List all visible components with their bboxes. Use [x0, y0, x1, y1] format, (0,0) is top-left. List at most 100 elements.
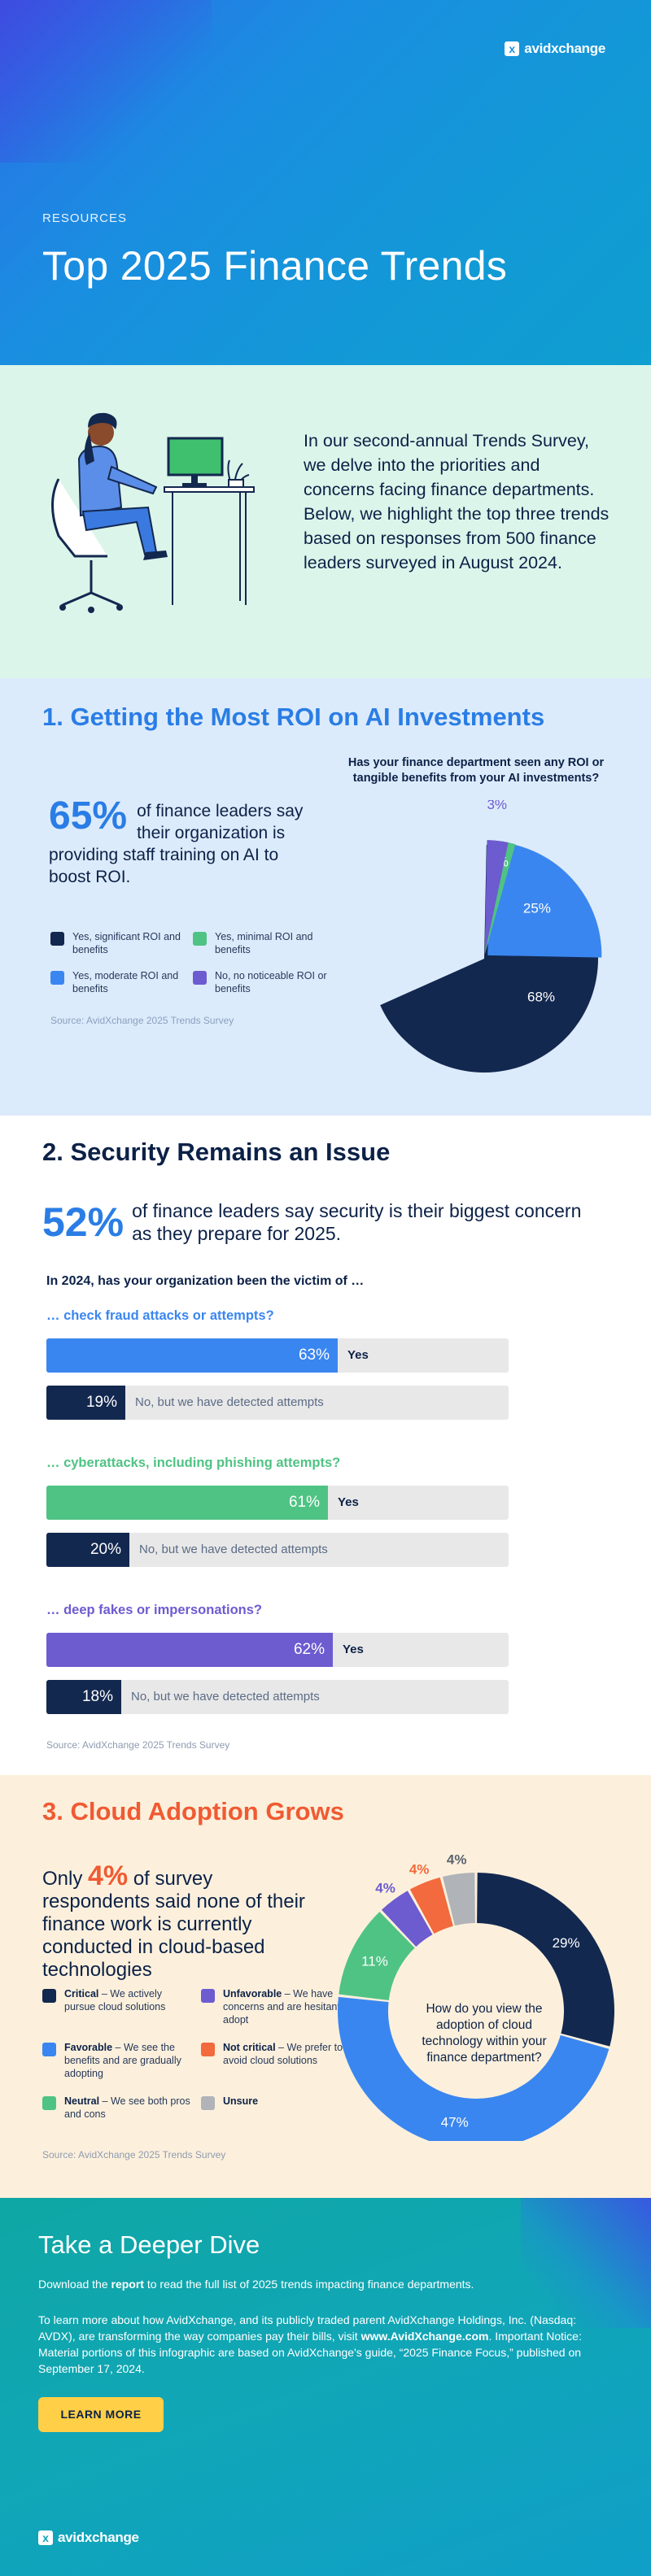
- donut-data-label: 11%: [361, 1953, 388, 1969]
- legend-label: Favorable – We see the benefits and are …: [64, 2041, 193, 2080]
- legend-desc: – We prefer to avoid cloud solutions: [223, 2042, 343, 2066]
- brand-logo[interactable]: x avidxchange: [505, 41, 605, 57]
- donut-slice: [442, 1873, 475, 1926]
- security-question: In 2024, has your organization been the …: [46, 1274, 365, 1288]
- legend-label: Unfavorable – We have concerns and are h…: [223, 1987, 352, 2026]
- section-cloud-adoption: 3. Cloud Adoption Grows Only 4% of surve…: [0, 1775, 651, 2198]
- bar-value-label: 61%: [288, 1494, 320, 1511]
- source-note: Source: AvidXchange 2025 Trends Survey: [46, 1739, 230, 1751]
- legend-desc: – We actively pursue cloud solutions: [64, 1988, 166, 2012]
- stat-value: 4%: [88, 1860, 129, 1891]
- donut-slice: [381, 1891, 433, 1947]
- text-fragment: to read the full list of 2025 trends imp…: [143, 2278, 474, 2291]
- bar-value-label: 63%: [298, 1347, 330, 1364]
- legend-term: Not critical: [223, 2042, 276, 2053]
- bar-track: 61% Yes: [46, 1486, 509, 1520]
- learn-more-button[interactable]: LEARN MORE: [38, 2397, 164, 2432]
- donut-data-label: 4%: [409, 1861, 430, 1877]
- bar-category-label: Yes: [343, 1643, 364, 1656]
- legend-term: Favorable: [64, 2042, 113, 2053]
- legend-term: Unfavorable: [223, 1988, 282, 1999]
- pie-data-label: 25%: [523, 901, 551, 916]
- bar: [46, 1386, 125, 1420]
- page-title: Top 2025 Finance Trends: [42, 243, 508, 289]
- section-2-title: 2. Security Remains an Issue: [42, 1138, 391, 1166]
- legend-swatch: [42, 1989, 56, 2003]
- donut-slice: [338, 1996, 609, 2141]
- intro-text: In our second-annual Trends Survey, we d…: [304, 431, 609, 572]
- bar-category-label: No, but we have detected attempts: [139, 1543, 328, 1556]
- legend-label: Yes, minimal ROI and benefits: [215, 931, 313, 955]
- stat-prefix: Only: [42, 1868, 89, 1890]
- footer-download-text: Download the report to read the full lis…: [38, 2276, 608, 2292]
- legend-swatch: [193, 932, 207, 946]
- donut-slice: [409, 1877, 453, 1934]
- hero-eyebrow[interactable]: RESOURCES: [42, 211, 128, 225]
- legend-item: Yes, minimal ROI and benefits: [193, 930, 327, 956]
- legend-desc: – We see the benefits and are gradually …: [64, 2042, 181, 2079]
- roi-chart-title: Has your finance department seen any ROI…: [347, 756, 605, 785]
- text-fragment: . Important Notice: Material portions of…: [38, 2330, 582, 2375]
- website-link[interactable]: www.AvidXchange.com: [360, 2330, 489, 2343]
- footer-brand-logo[interactable]: x avidxchange: [38, 2530, 139, 2546]
- intro-section: In our second-annual Trends Survey, we d…: [0, 365, 651, 678]
- ai-training-stat: 65% of finance leaders say their organiz…: [49, 794, 317, 888]
- bar-group-title: … check fraud attacks or attempts?: [46, 1308, 274, 1323]
- bar-track: 18% No, but we have detected attempts: [46, 1680, 509, 1714]
- footer-title: Take a Deeper Dive: [38, 2230, 260, 2259]
- legend-item: Not critical – We prefer to avoid cloud …: [201, 2041, 352, 2080]
- logo-wordmark: avidxchange: [58, 2530, 139, 2545]
- bar-track: 62% Yes: [46, 1633, 509, 1667]
- bar-value-label: 62%: [293, 1641, 325, 1658]
- legend-swatch: [201, 2096, 215, 2110]
- legend-desc: – We see both pros and cons: [64, 2095, 190, 2120]
- legend-term: Unsure: [223, 2095, 259, 2107]
- legend-swatch: [201, 2043, 215, 2056]
- cloud-stat: Only 4% of survey respondents said none …: [42, 1862, 311, 1982]
- legend-item: Yes, moderate ROI and benefits: [50, 969, 185, 995]
- bar: [46, 1338, 338, 1373]
- section-ai-roi: 1. Getting the Most ROI on AI Investment…: [0, 678, 651, 1116]
- legend-item: No, no noticeable ROI or benefits: [193, 969, 327, 995]
- bar: [46, 1533, 129, 1567]
- footer-about-text: To learn more about how AvidXchange, and…: [38, 2312, 592, 2377]
- legend-desc: – We have concerns and are hesitant to a…: [223, 1988, 352, 2026]
- hero-banner: x avidxchange RESOURCES Top 2025 Finance…: [0, 0, 651, 365]
- donut-slice: [339, 1912, 415, 2000]
- legend-item: Unfavorable – We have concerns and are h…: [201, 1987, 352, 2026]
- stat-text: of finance leaders say security is their…: [132, 1200, 582, 1244]
- bar-track: 19% No, but we have detected attempts: [46, 1386, 509, 1420]
- legend-swatch: [42, 2096, 56, 2110]
- legend-item: Critical – We actively pursue cloud solu…: [42, 1987, 193, 2026]
- pie-slice: [484, 840, 509, 955]
- logo-x-icon: x: [38, 2530, 53, 2545]
- cloud-chart-title: How do you view the adoption of cloud te…: [422, 2002, 547, 2065]
- report-link[interactable]: report: [111, 2278, 144, 2291]
- donut-data-label: 4%: [447, 1852, 467, 1868]
- section-3-title: 3. Cloud Adoption Grows: [42, 1797, 344, 1825]
- stat-value: 65%: [49, 794, 128, 838]
- donut-slice: [477, 1873, 614, 2047]
- roi-pie-chart: 68%25%4%3%: [380, 800, 602, 1073]
- bar-category-label: No, but we have detected attempts: [135, 1395, 324, 1409]
- legend-label: Unsure: [223, 2095, 258, 2108]
- bar-value-label: 19%: [85, 1394, 117, 1411]
- text-fragment: To learn more about how AvidXchange, and…: [38, 2313, 577, 2343]
- source-note: Source: AvidXchange 2025 Trends Survey: [50, 1015, 234, 1026]
- footer-gradient-accent: [521, 2198, 651, 2328]
- bar-value-label: 18%: [81, 1688, 113, 1705]
- bar-track: 20% No, but we have detected attempts: [46, 1533, 509, 1567]
- source-note: Source: AvidXchange 2025 Trends Survey: [42, 2149, 226, 2160]
- section-security: 2. Security Remains an Issue 52% of fina…: [0, 1116, 651, 1775]
- legend-label: Yes, moderate ROI and benefits: [72, 970, 179, 994]
- legend-term: Neutral: [64, 2095, 100, 2107]
- cloud-chart-legend: Critical – We actively pursue cloud solu…: [42, 1987, 352, 2121]
- legend-item: Unsure: [201, 2095, 352, 2121]
- pie-data-label: 3%: [487, 800, 507, 812]
- logo-wordmark: avidxchange: [524, 41, 605, 56]
- legend-label: Critical – We actively pursue cloud solu…: [64, 1987, 193, 2013]
- bar-category-label: No, but we have detected attempts: [131, 1690, 320, 1704]
- bar-value-label: 20%: [90, 1541, 121, 1558]
- hero-gradient-accent: [0, 0, 212, 163]
- bar: [46, 1633, 333, 1667]
